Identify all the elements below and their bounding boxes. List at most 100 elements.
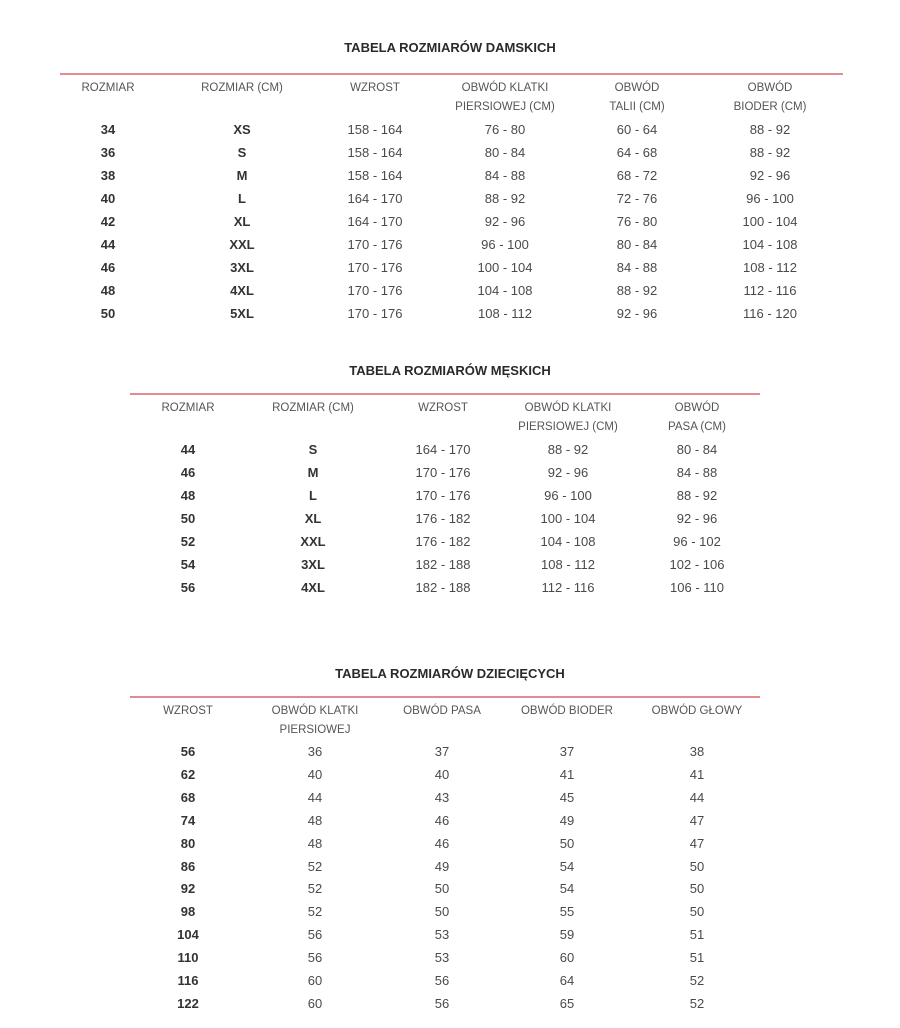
table-cell: 46 [434, 835, 450, 851]
column-header: WZROST [163, 705, 213, 717]
row-key-cell: 34 [100, 122, 116, 137]
table-cell: S [308, 442, 318, 457]
table-cell: XL [233, 214, 251, 229]
table-cell: L [309, 488, 317, 503]
table-cell: 170 - 176 [347, 237, 403, 252]
table-cell: 41 [559, 766, 575, 782]
table-cell: 36 [307, 744, 323, 759]
table-cell: 104 - 108 [540, 534, 596, 549]
column-header: ROZMIAR [161, 402, 215, 414]
row-key-cell: 122 [177, 995, 199, 1011]
column-header: WZROST [350, 82, 400, 94]
table-cell: 54 [559, 881, 575, 897]
column-header: OBWÓD BIODER [520, 705, 613, 717]
table-cell: 59 [559, 927, 575, 943]
table-cell: 53 [434, 950, 450, 966]
table-cell: 88 - 92 [749, 122, 791, 137]
table-cell: 50 [689, 904, 705, 920]
table-cell: 92 - 96 [676, 511, 718, 526]
table-cell: 4XL [230, 283, 254, 298]
row-key-cell: 74 [180, 812, 196, 828]
table-cell: 112 - 116 [743, 283, 797, 298]
table-cell: 48 [307, 835, 323, 851]
table-cell: 106 - 110 [670, 580, 724, 595]
table-cell: 3XL [301, 557, 325, 572]
row-key-cell: 116 [177, 973, 199, 988]
table-cell: 37 [559, 744, 575, 759]
table-cell: 52 [307, 904, 323, 920]
column-header: ROZMIAR (CM) [201, 82, 283, 94]
table-cell: 170 - 176 [347, 260, 403, 275]
column-header: WZROST [418, 402, 468, 414]
row-key-cell: 110 [177, 950, 199, 966]
row-key-cell: 38 [100, 168, 116, 183]
row-key-cell: 46 [180, 465, 196, 480]
table-cell: 43 [434, 789, 450, 805]
table-cell: 38 [689, 744, 705, 759]
table-cell: XL [304, 511, 322, 526]
table-cell: 80 - 84 [484, 145, 526, 160]
table-cell: 68 - 72 [616, 168, 658, 183]
column-header: OBWÓD PASA (CM) [668, 402, 726, 433]
table-cell: 88 - 92 [484, 191, 526, 206]
table-cell: 92 - 96 [616, 306, 658, 321]
table-cell: 65 [559, 995, 575, 1011]
row-key-cell: 42 [100, 214, 116, 229]
row-key-cell: 52 [180, 534, 196, 549]
row-key-cell: 86 [180, 858, 196, 874]
table-cell: 47 [689, 812, 705, 828]
table-cell: 56 [307, 950, 323, 966]
table-cell: 50 [689, 881, 705, 897]
table-cell: 52 [689, 973, 705, 988]
table-cell: XXL [300, 534, 326, 549]
table-cell: 48 [307, 812, 323, 828]
table-cell: 170 - 176 [415, 465, 471, 480]
row-key-cell: 36 [100, 145, 116, 160]
column-header: OBWÓD KLATKI PIERSIOWEJ [271, 705, 359, 736]
table-cell: 3XL [230, 260, 254, 275]
table-cell: 84 - 88 [676, 465, 718, 480]
row-key-cell: 68 [180, 789, 196, 805]
table-cell: 158 - 164 [347, 122, 403, 137]
column-header: OBWÓD GŁOWY [651, 705, 743, 717]
column-header: OBWÓD KLATKI PIERSIOWEJ (CM) [455, 82, 555, 113]
table-cell: 50 [689, 858, 705, 874]
table-cell: 92 - 96 [749, 168, 791, 183]
table-cell: 84 - 88 [484, 168, 526, 183]
table-cell: 92 - 96 [484, 214, 526, 229]
table-cell: 49 [559, 812, 575, 828]
table-cell: 47 [689, 835, 705, 851]
table-cell: 45 [559, 789, 575, 805]
row-key-cell: 48 [100, 283, 116, 298]
row-key-cell: 92 [180, 881, 196, 897]
table-cell: 84 - 88 [616, 260, 658, 275]
table-cell: 112 - 116 [541, 580, 595, 595]
row-key-cell: 40 [100, 191, 116, 206]
table-cell: 182 - 188 [415, 557, 471, 572]
column-header: OBWÓD PASA [403, 705, 481, 717]
table-cell: 60 - 64 [616, 122, 658, 137]
row-key-cell: 80 [180, 835, 196, 851]
table-cell: 96 - 102 [673, 534, 721, 549]
table-cell: 60 [307, 973, 323, 988]
womens-size-table-title: TABELA ROZMIARÓW DAMSKICH [344, 40, 556, 55]
table-cell: 164 - 170 [347, 214, 403, 229]
table-cell: 108 - 112 [541, 557, 595, 572]
row-key-cell: 46 [100, 260, 116, 275]
mens-size-table-title: TABELA ROZMIARÓW MĘSKICH [349, 363, 551, 378]
table-cell: 100 - 104 [742, 214, 798, 229]
table-cell: 116 - 120 [743, 306, 797, 321]
column-header: ROZMIAR (CM) [272, 402, 354, 414]
table-cell: 100 - 104 [477, 260, 533, 275]
column-header: OBWÓD BIODER (CM) [733, 82, 807, 113]
table-cell: M [236, 168, 248, 183]
table-cell: 56 [434, 973, 450, 988]
table-cell: 170 - 176 [347, 306, 403, 321]
table-cell: 40 [434, 766, 450, 782]
kids-size-table-divider [130, 696, 760, 698]
table-cell: 4XL [301, 580, 325, 595]
column-header: ROZMIAR [81, 82, 135, 94]
table-cell: 53 [434, 927, 450, 943]
table-cell: 54 [559, 858, 575, 874]
table-cell: 158 - 164 [347, 168, 403, 183]
